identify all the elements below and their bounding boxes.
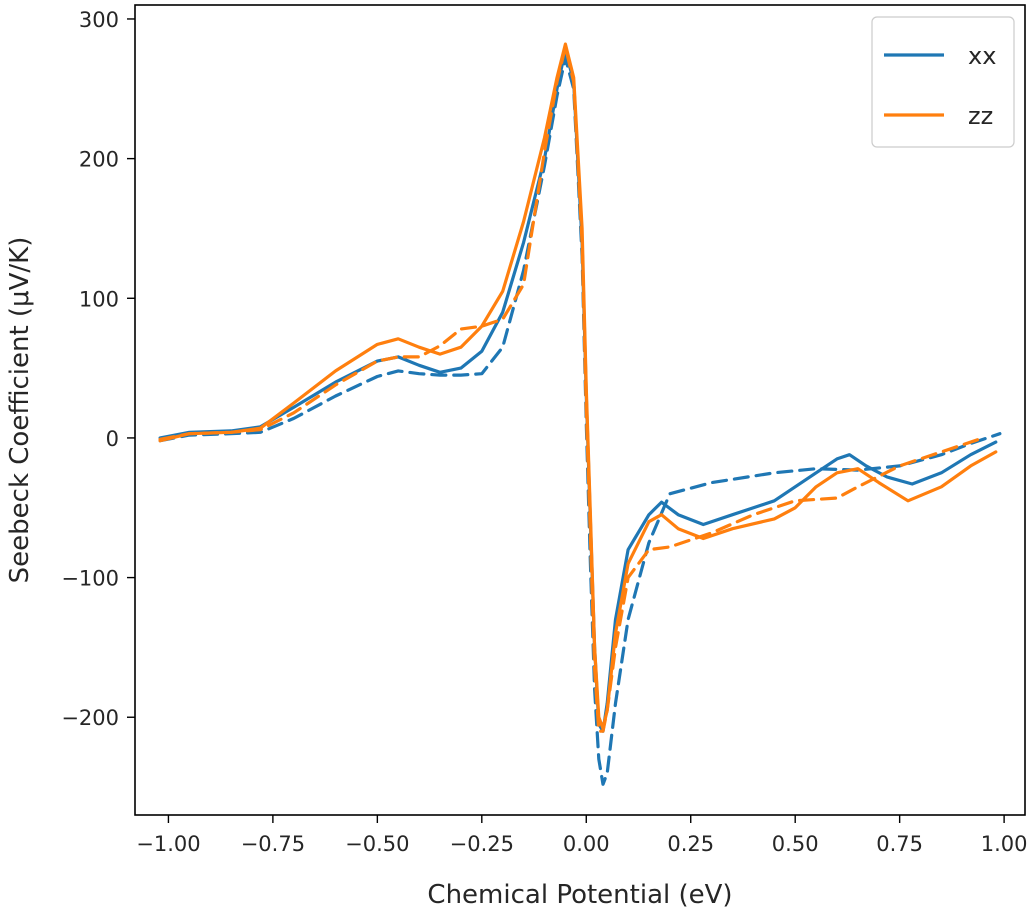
x-tick-label: −0.75: [241, 832, 305, 856]
x-axis-label: Chemical Potential (eV): [427, 880, 732, 910]
legend-label-zz: zz: [968, 102, 993, 130]
x-tick-label: 1.00: [981, 832, 1028, 856]
x-tick-label: 0.75: [876, 832, 923, 856]
x-tick-label: 0.00: [563, 832, 610, 856]
plot-frame: [134, 4, 1026, 816]
x-tick-label: 0.25: [667, 832, 714, 856]
plot-lines: [158, 42, 1002, 786]
y-tick-label: 0: [106, 427, 119, 451]
x-tick-label: −1.00: [136, 832, 200, 856]
y-axis-label: Seebeck Coefficient (μV/K): [5, 237, 35, 584]
x-tick-label: 0.50: [772, 832, 819, 856]
y-tick-label: −200: [61, 706, 119, 730]
legend-label-xx: xx: [968, 42, 996, 70]
series-line-3: [158, 45, 985, 733]
x-axis-ticks: −1.00 −0.75 −0.50 −0.25 0.00 0.25 0.50 0.75 1.00: [136, 815, 1027, 856]
x-tick-label: −0.25: [450, 832, 514, 856]
x-tick-label: −0.50: [345, 832, 409, 856]
y-tick-label: 300: [79, 8, 119, 32]
legend: xx zz: [871, 16, 1015, 148]
y-tick-label: 200: [79, 148, 119, 172]
y-tick-label: −100: [61, 567, 119, 591]
y-axis-ticks: −200 −100 0 100 200 300: [61, 8, 135, 730]
y-tick-label: 100: [79, 287, 119, 311]
